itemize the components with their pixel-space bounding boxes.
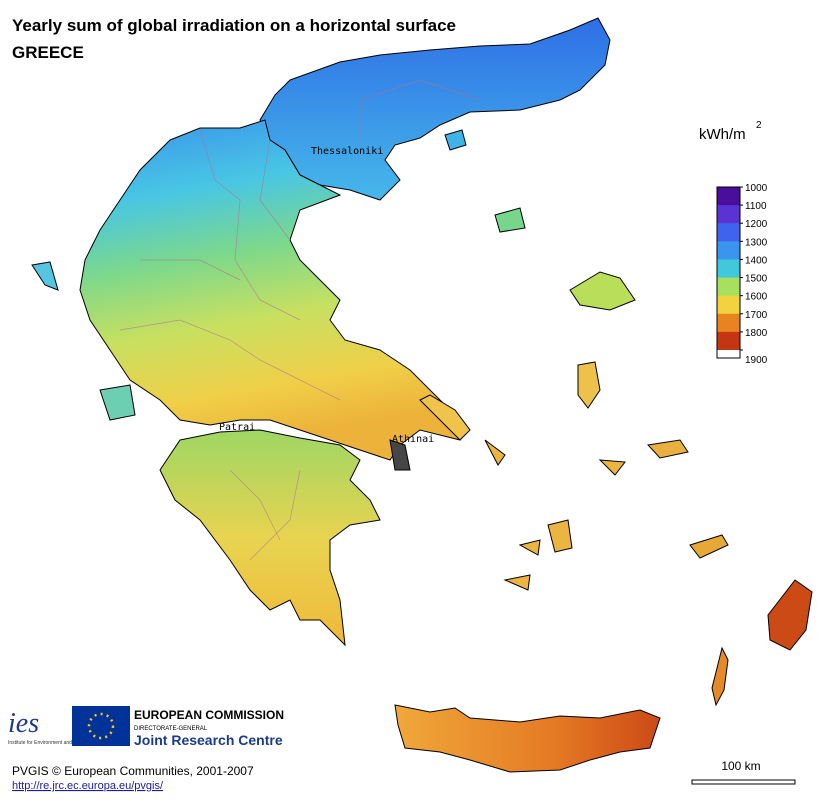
colorbar-tick-label: 1200 <box>745 219 768 230</box>
directorate-label: DIRECTORATE-GENERAL <box>134 726 208 732</box>
legend-unit-exponent: 2 <box>756 120 762 131</box>
samos <box>646 439 689 459</box>
cyclades-3 <box>598 459 626 476</box>
athens-area <box>389 439 411 471</box>
colorbar-tick-label: 1900 <box>745 355 768 366</box>
naxos <box>547 519 573 553</box>
cyclades-4 <box>503 574 531 591</box>
cyclades-1 <box>484 439 506 466</box>
scale-bar <box>691 779 796 785</box>
corfu <box>31 261 59 291</box>
colorbar-segment <box>717 277 740 297</box>
regional-borders <box>119 79 481 561</box>
legend-unit: kWh/m <box>699 126 746 143</box>
colorbar-tick-label: 1400 <box>745 255 768 266</box>
place-label: Patrai <box>219 422 255 433</box>
colorbar-segment <box>717 187 740 206</box>
colorbar-segment <box>717 331 740 351</box>
karpathos <box>711 646 729 707</box>
legend: kWh/m 2 1000 1100 1200 1300 1400 1500 1600 1700… <box>699 120 768 366</box>
ies-caption: Institute for Environment and Sustainabi… <box>8 740 103 746</box>
colorbar-segment <box>717 350 740 358</box>
eu-flag <box>72 706 130 746</box>
cyclades-2 <box>518 539 541 556</box>
mainland-greece <box>79 119 466 461</box>
colorbar-tick-label: 1000 <box>745 183 768 194</box>
colorbar-segment <box>717 205 740 224</box>
jrc-label: Joint Research Centre <box>134 732 283 748</box>
kos <box>689 534 729 559</box>
map-subtitle: GREECE <box>12 43 84 62</box>
northern-greece <box>259 17 611 201</box>
footer-url[interactable]: http://re.jrc.ec.europa.eu/pvgis/ <box>12 780 164 792</box>
map <box>31 17 813 773</box>
colorbar-tick-label: 1300 <box>745 237 768 248</box>
chios <box>577 361 601 409</box>
colorbar-tick-label: 1800 <box>745 328 768 339</box>
colorbar-segment <box>717 241 740 260</box>
colorbar-segment <box>717 223 740 242</box>
rhodes <box>767 579 813 651</box>
place-label: Thessaloniki <box>311 146 383 157</box>
colorbar-tick-label: 1700 <box>745 310 768 321</box>
euboea <box>419 394 471 441</box>
colorbar-segment <box>717 295 740 315</box>
thasos <box>444 129 467 151</box>
colorbar-segment <box>717 313 740 333</box>
commission-label: EUROPEAN COMMISSION <box>134 708 284 722</box>
crete <box>394 704 661 773</box>
colorbar-tick-label: 1500 <box>745 274 768 285</box>
ies-logo: ies <box>8 708 39 739</box>
place-label: Athinai <box>392 434 434 445</box>
scale-label: 100 km <box>721 759 760 773</box>
colorbar-frame <box>716 186 741 359</box>
logos: ies Institute for Environment and Sustai… <box>8 706 284 748</box>
kefalonia <box>99 384 136 421</box>
lesbos <box>569 271 636 311</box>
place-labels: Thessaloniki Patrai Athinai <box>219 146 434 445</box>
map-title: Yearly sum of global irradiation on a ho… <box>12 16 456 35</box>
lemnos <box>494 207 526 233</box>
eu-stars <box>87 712 115 740</box>
colorbar-segment <box>717 259 740 279</box>
colorbar-tick-label: 1100 <box>745 201 767 212</box>
colorbar-tick-label: 1600 <box>745 292 768 303</box>
peloponnese <box>159 429 381 647</box>
colorbar: 1000 1100 1200 1300 1400 1500 1600 1700 1800 1900 <box>716 183 768 366</box>
footer-copyright: PVGIS © European Communities, 2001-2007 <box>12 764 254 778</box>
